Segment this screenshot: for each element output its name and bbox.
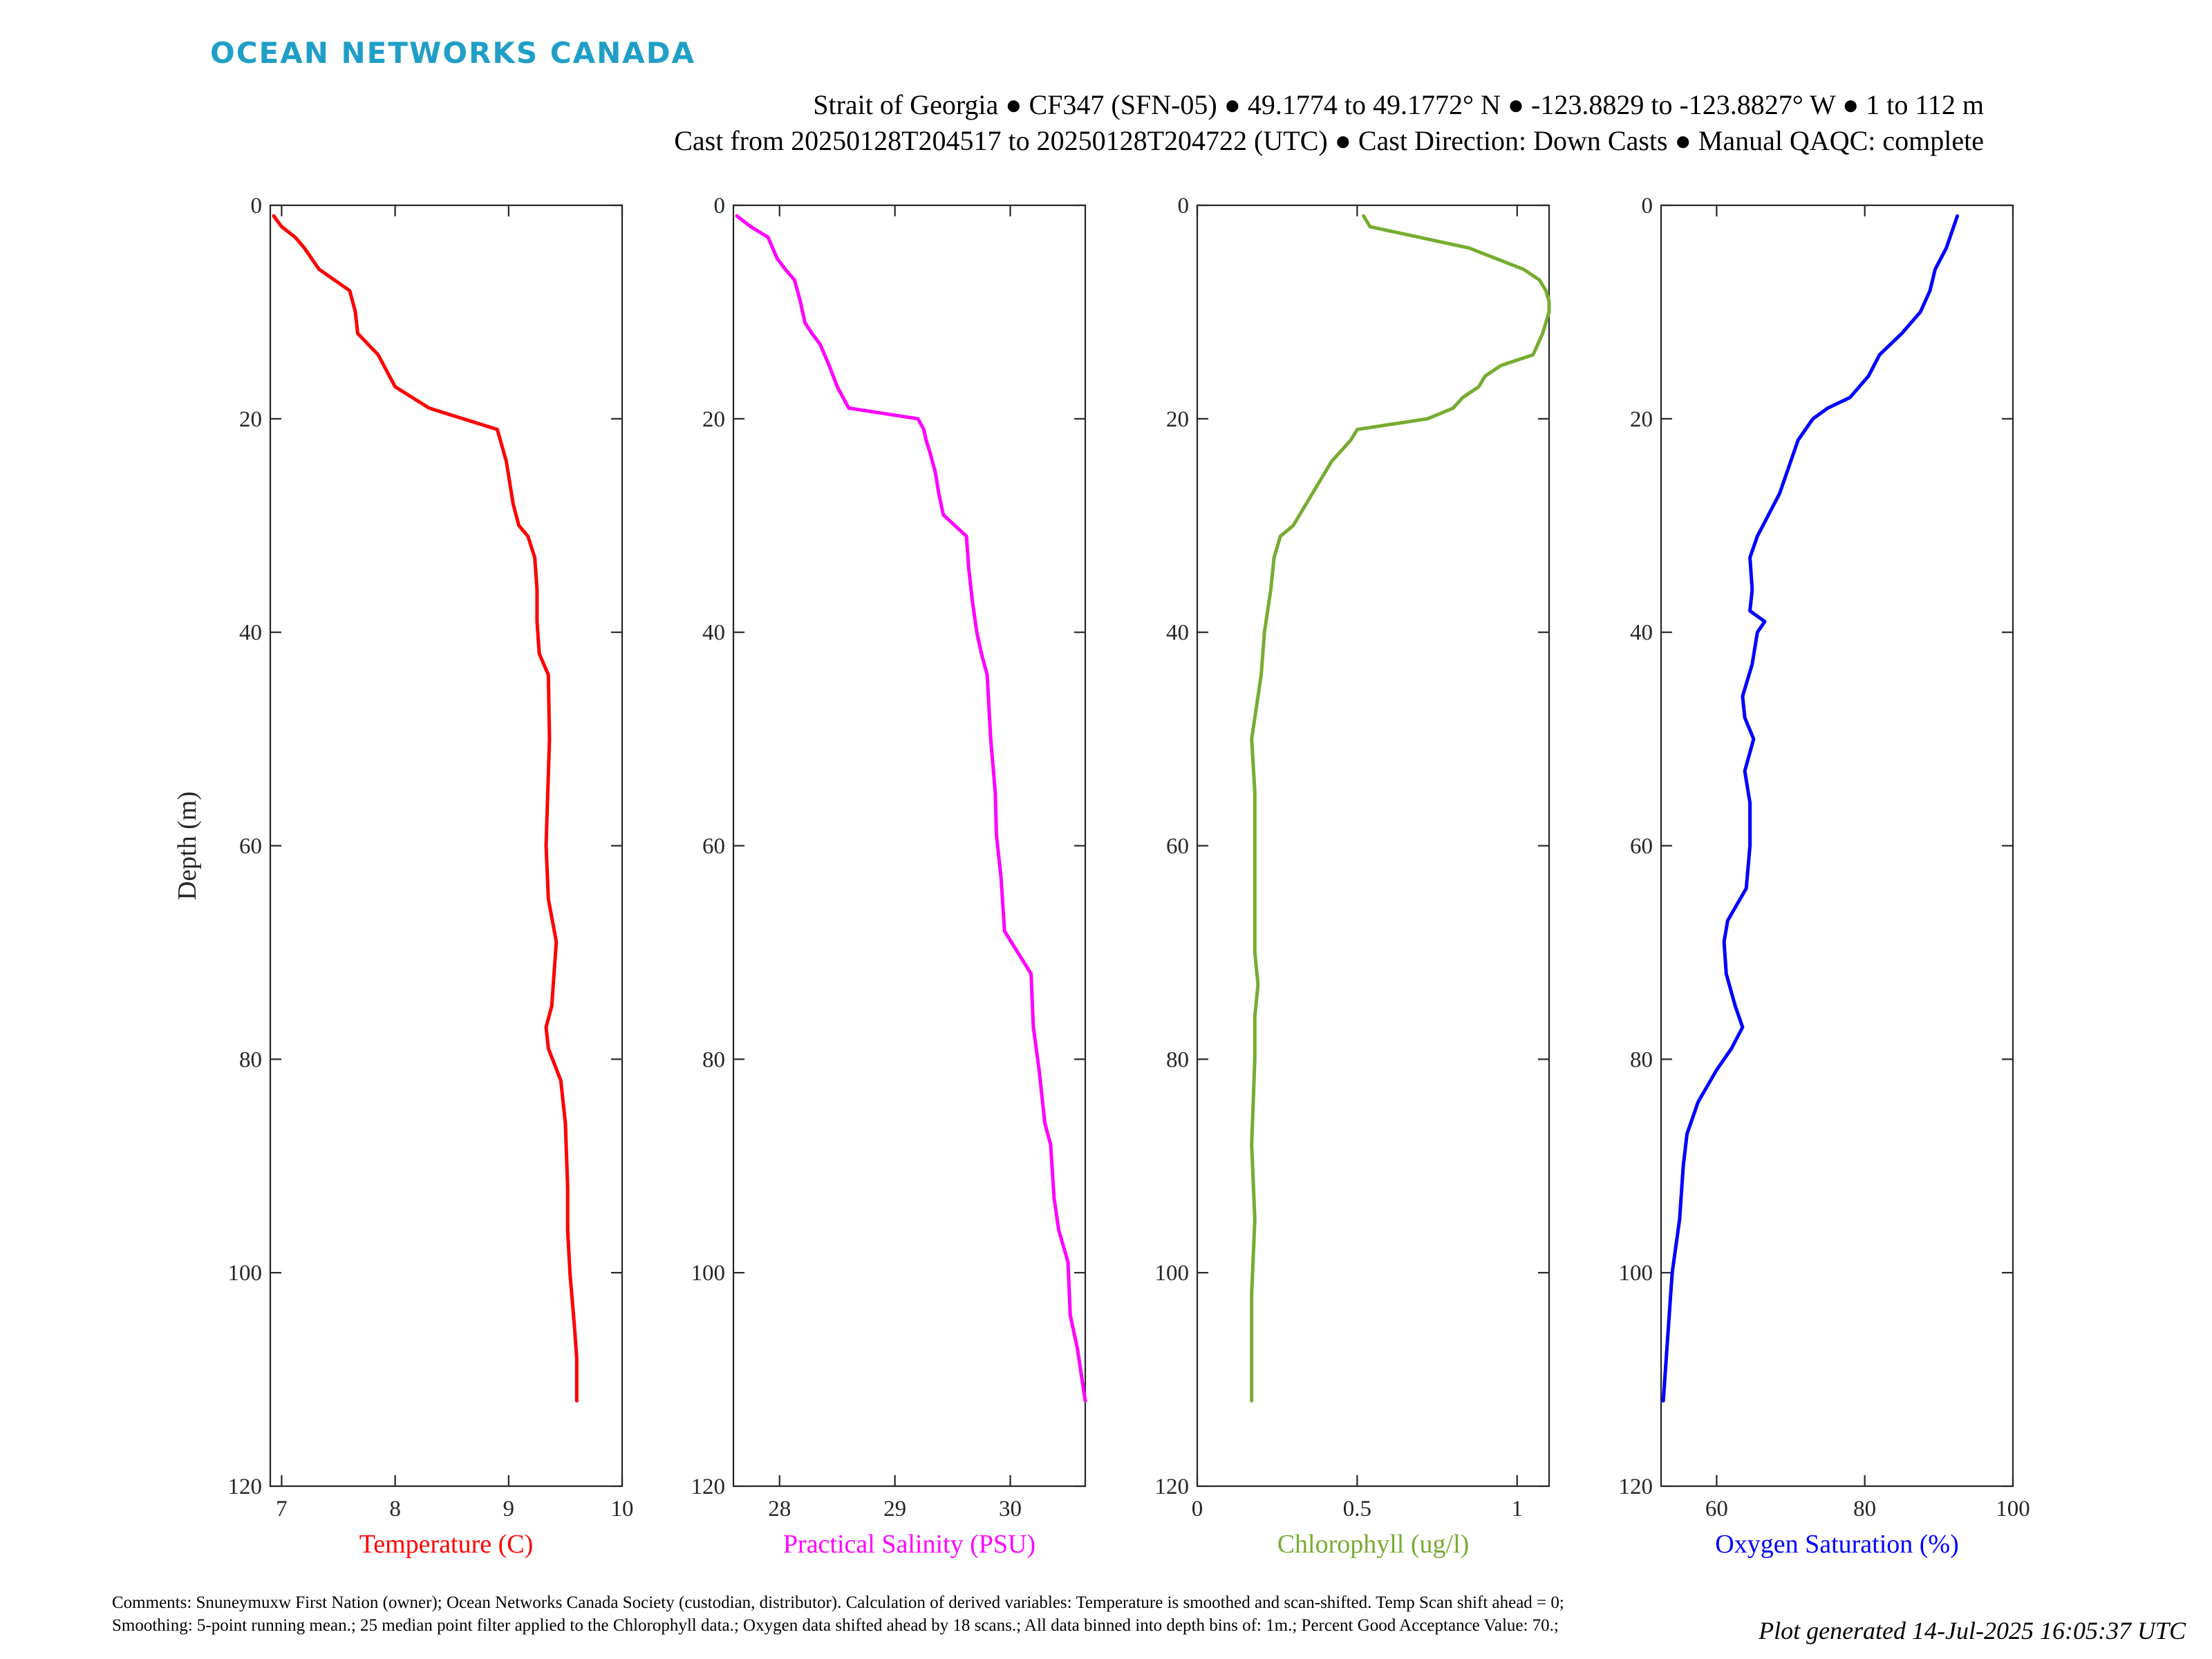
x-axis-label: Chlorophyll (ug/l) bbox=[1277, 1530, 1470, 1559]
y-tick-label: 0 bbox=[1178, 194, 1190, 218]
y-tick-label: 120 bbox=[691, 1474, 726, 1499]
profile-line bbox=[1661, 214, 1960, 1403]
y-tick-label: 120 bbox=[1619, 1474, 1653, 1499]
x-tick-label: 100 bbox=[1996, 1497, 2030, 1521]
plot-frame bbox=[732, 204, 1087, 1488]
plot-frame bbox=[269, 204, 624, 1488]
x-tick-label: 9 bbox=[503, 1497, 515, 1521]
y-tick-label: 40 bbox=[239, 621, 262, 646]
y-tick-label: 20 bbox=[1166, 407, 1189, 432]
y-tick-label: 0 bbox=[251, 194, 263, 218]
y-tick-label: 20 bbox=[1630, 407, 1653, 432]
plot-generated-timestamp: Plot generated 14-Jul-2025 16:05:37 UTC bbox=[1759, 1617, 2186, 1644]
y-tick-label: 120 bbox=[228, 1474, 263, 1499]
y-tick-label: 80 bbox=[702, 1047, 725, 1072]
x-axis-label: Oxygen Saturation (%) bbox=[1715, 1530, 1958, 1559]
y-tick-label: 100 bbox=[228, 1261, 263, 1286]
x-tick-label: 28 bbox=[768, 1497, 791, 1521]
y-tick-label: 20 bbox=[702, 407, 725, 432]
x-axis-label: Temperature (C) bbox=[359, 1530, 534, 1559]
x-axis-label: Practical Salinity (PSU) bbox=[783, 1530, 1035, 1559]
y-tick-label: 40 bbox=[1166, 621, 1189, 646]
y-tick-label: 60 bbox=[702, 834, 725, 859]
header-line-location: Strait of Georgia ● CF347 (SFN-05) ● 49.… bbox=[813, 89, 1984, 120]
y-tick-label: 60 bbox=[1630, 834, 1653, 859]
x-tick-label: 80 bbox=[1853, 1497, 1876, 1521]
x-tick-label: 29 bbox=[883, 1497, 906, 1521]
x-tick-label: 0.5 bbox=[1343, 1497, 1371, 1521]
y-tick-label: 20 bbox=[239, 407, 262, 432]
brand-logo-text: OCEAN NETWORKS CANADA bbox=[210, 36, 696, 70]
y-tick-label: 100 bbox=[1619, 1261, 1653, 1286]
plot-frame bbox=[1660, 204, 2014, 1488]
y-tick-label: 100 bbox=[691, 1261, 726, 1286]
x-tick-label: 8 bbox=[389, 1497, 401, 1521]
y-tick-label: 0 bbox=[1642, 194, 1653, 218]
y-axis-label: Depth (m) bbox=[173, 791, 202, 900]
x-tick-label: 0 bbox=[1192, 1497, 1203, 1521]
y-tick-label: 80 bbox=[239, 1047, 262, 1072]
x-tick-label: 7 bbox=[276, 1497, 288, 1521]
x-tick-label: 10 bbox=[611, 1497, 634, 1521]
x-tick-label: 30 bbox=[999, 1497, 1022, 1521]
profile-line bbox=[1250, 214, 1551, 1403]
y-tick-label: 80 bbox=[1630, 1047, 1653, 1072]
y-tick-label: 120 bbox=[1155, 1474, 1190, 1499]
y-tick-label: 100 bbox=[1155, 1261, 1190, 1286]
y-tick-label: 40 bbox=[1630, 621, 1653, 646]
y-tick-label: 60 bbox=[239, 834, 262, 859]
x-tick-label: 1 bbox=[1511, 1497, 1523, 1521]
comments-text: Comments: Snuneymuxw First Nation (owner… bbox=[112, 1593, 1564, 1635]
y-tick-label: 0 bbox=[714, 194, 726, 218]
x-tick-label: 60 bbox=[1705, 1497, 1728, 1521]
profile-line bbox=[272, 214, 579, 1403]
header-line-cast: Cast from 20250128T204517 to 20250128T20… bbox=[674, 125, 1984, 156]
y-tick-label: 80 bbox=[1166, 1047, 1189, 1072]
profile-line bbox=[735, 214, 1087, 1403]
y-tick-label: 40 bbox=[702, 621, 725, 646]
y-tick-label: 60 bbox=[1166, 834, 1189, 859]
